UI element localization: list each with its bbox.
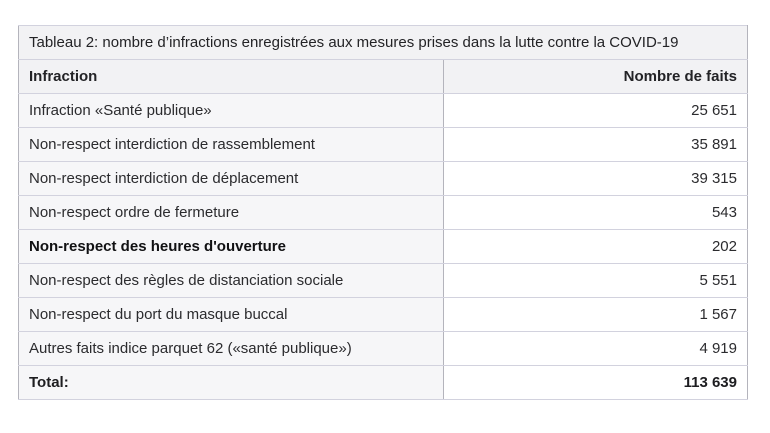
table-row: Non-respect du port du masque buccal 1 56… [18,297,748,332]
infractions-table: Tableau 2: nombre d’infractions enregist… [18,25,748,400]
infraction-label: Non-respect du port du masque buccal [18,297,444,332]
infraction-count: 35 891 [443,127,748,162]
total-label: Total: [18,365,444,400]
table-row: Non-respect interdiction de déplacement 3… [18,161,748,196]
table-container: Tableau 2: nombre d’infractions enregist… [18,25,748,400]
infraction-count: 5 551 [443,263,748,298]
infraction-label: Autres faits indice parquet 62 («santé p… [18,331,444,366]
infraction-label: Non-respect des règles de distanciation … [18,263,444,298]
total-value: 113 639 [443,365,748,400]
table-row: Autres faits indice parquet 62 («santé p… [18,331,748,366]
infraction-label: Non-respect des heures d'ouverture [18,229,444,264]
table-row: Infraction «Santé publique» 25 651 [18,93,748,128]
table-header-row: Infraction Nombre de faits [18,59,748,94]
infraction-label: Non-respect ordre de fermeture [18,195,444,230]
infraction-count: 39 315 [443,161,748,196]
infraction-count: 1 567 [443,297,748,332]
infraction-count: 25 651 [443,93,748,128]
table-body: Infraction «Santé publique» 25 651 Non-res… [18,93,748,366]
table-row: Non-respect des heures d'ouverture 202 [18,229,748,264]
table-row: Non-respect interdiction de rassemblemen… [18,127,748,162]
column-header-count: Nombre de faits [443,59,748,94]
infraction-count: 4 919 [443,331,748,366]
infraction-label: Non-respect interdiction de déplacement [18,161,444,196]
table-title-row: Tableau 2: nombre d’infractions enregist… [18,25,748,60]
table-total-row: Total: 113 639 [18,365,748,400]
infraction-count: 543 [443,195,748,230]
table-row: Non-respect ordre de fermeture 543 [18,195,748,230]
infraction-count: 202 [443,229,748,264]
column-header-infraction: Infraction [18,59,444,94]
infraction-label: Infraction «Santé publique» [18,93,444,128]
table-title: Tableau 2: nombre d’infractions enregist… [18,25,748,60]
table-row: Non-respect des règles de distanciation … [18,263,748,298]
infraction-label: Non-respect interdiction de rassemblemen… [18,127,444,162]
